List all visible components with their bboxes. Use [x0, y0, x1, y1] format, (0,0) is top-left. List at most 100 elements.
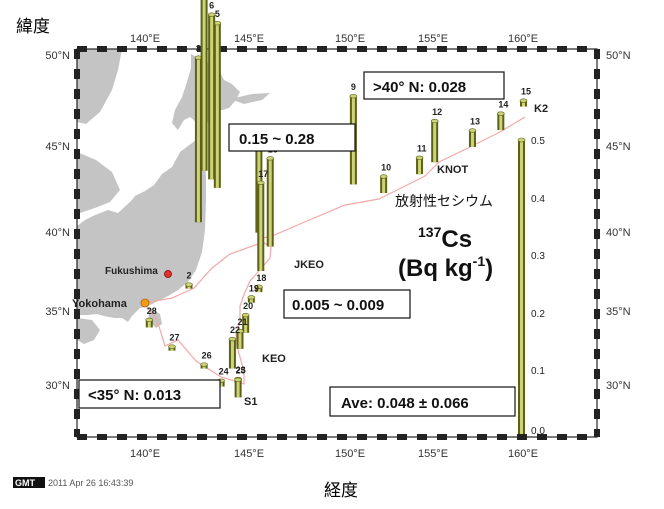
lon-ticks-bottom: 140°E 145°E 150°E 155°E 160°E [130, 448, 538, 460]
frame-tick [74, 409, 80, 419]
frame-tick [74, 129, 80, 139]
frame-tick [74, 349, 80, 359]
station-bar-14: 14 [497, 100, 508, 131]
frame-tick [74, 229, 80, 239]
frame-tick [557, 434, 567, 440]
frame-tick [594, 289, 600, 299]
station-label: 25 [236, 366, 246, 376]
lon-ticks-top: 140°E 145°E 150°E 155°E 160°E [130, 33, 538, 45]
frame-tick [257, 434, 267, 440]
lat-tick-label: 40°N [606, 227, 631, 239]
lat-tick-label: 35°N [45, 306, 70, 318]
station-bar-6: 6 [207, 1, 216, 180]
station-bar-10: 10 [379, 163, 391, 193]
frame-tick [74, 149, 80, 159]
frame-tick [577, 434, 587, 440]
info-box-south: <35° N: 0.013 [78, 379, 221, 409]
frame-tick [457, 434, 467, 440]
frame-tick [277, 434, 287, 440]
frame-tick [197, 434, 207, 440]
frame-tick [594, 429, 600, 437]
station-bar-3: 3 [194, 44, 203, 223]
station-label: 27 [169, 333, 179, 343]
footer-timestamp: 2011 Apr 26 16:43:39 [48, 478, 133, 488]
gmt-logo-text: GMT [15, 478, 35, 488]
legend-isotope-mass: 137 [418, 224, 442, 240]
frame-tick [237, 46, 247, 52]
frame-tick [217, 46, 227, 52]
scale-ticks: 0.5 0.4 0.3 0.2 0.1 0.0 [531, 136, 545, 437]
gmt-logo [13, 477, 45, 488]
frame-tick [417, 434, 427, 440]
frame-tick [117, 434, 127, 440]
frame-tick [77, 46, 87, 52]
station-label: 5 [215, 9, 220, 19]
frame-tick [517, 434, 527, 440]
frame-tick [594, 169, 600, 179]
frame-border-ticks [74, 46, 600, 440]
lat-tick-label: 45°N [606, 141, 631, 153]
lat-ticks-left: 50°N 45°N 40°N 35°N 30°N [45, 50, 70, 392]
fukushima-label: Fukushima [105, 266, 158, 277]
legend-isotope-symbol: Cs [441, 226, 472, 253]
frame-tick [74, 69, 80, 79]
lon-tick-label: 160°E [508, 33, 538, 45]
lon-tick-label: 160°E [508, 448, 538, 460]
frame-tick [97, 434, 107, 440]
station-label: 24 [219, 367, 229, 377]
frame-tick [594, 349, 600, 359]
frame-tick [594, 109, 600, 119]
fukushima-marker [164, 270, 172, 278]
frame-tick [377, 46, 387, 52]
frame-tick [74, 189, 80, 199]
frame-tick [594, 389, 600, 399]
frame-tick [417, 46, 427, 52]
station-label: 28 [147, 306, 157, 316]
frame-tick [74, 309, 80, 319]
frame-tick [74, 329, 80, 339]
frame-tick [117, 46, 127, 52]
frame-tick [477, 46, 487, 52]
region-label-k2: K2 [534, 103, 548, 115]
station-label: 17 [258, 169, 268, 179]
station-label: 23 [236, 365, 246, 375]
lat-tick-label: 40°N [45, 227, 70, 239]
info-box-low: 0.005 ~ 0.009 [283, 289, 411, 319]
frame-tick [317, 46, 327, 52]
scale-tick-label: 0.1 [531, 366, 545, 377]
station-label: 12 [432, 107, 442, 117]
cruise-track-north [143, 243, 259, 304]
frame-tick [74, 109, 80, 119]
info-box-south-text: <35° N: 0.013 [88, 387, 181, 404]
lat-tick-label: 45°N [45, 141, 70, 153]
frame-tick [457, 46, 467, 52]
scale-bar [517, 137, 526, 434]
lon-tick-label: 145°E [234, 448, 264, 460]
station-bar-28: 28 [145, 306, 157, 328]
lon-tick-label: 145°E [234, 33, 264, 45]
frame-tick [74, 89, 80, 99]
station-label: 15 [521, 87, 531, 97]
station-bar-13: 13 [468, 116, 480, 147]
lon-tick-label: 155°E [418, 448, 448, 460]
frame-tick [594, 269, 600, 279]
frame-tick [557, 46, 567, 52]
region-label-keo: KEO [262, 353, 286, 365]
info-box-north-text: >40° N: 0.028 [373, 79, 466, 96]
legend-unit-main: (Bq kg [398, 255, 473, 282]
yokohama-marker [140, 298, 150, 308]
frame-tick [477, 434, 487, 440]
info-box-mid: 0.15 ~ 0.28 [228, 123, 356, 152]
frame-tick [337, 434, 347, 440]
frame-tick [594, 69, 600, 79]
frame-tick [594, 309, 600, 319]
frame-tick [537, 46, 547, 52]
station-bars: 2345679101112131415161718192021222324252… [145, 0, 531, 398]
lon-tick-label: 140°E [130, 448, 160, 460]
frame-tick [297, 434, 307, 440]
info-box-mid-text: 0.15 ~ 0.28 [239, 131, 314, 148]
lat-tick-label: 30°N [606, 380, 631, 392]
region-label-s1: S1 [244, 396, 257, 408]
station-label: 18 [256, 273, 266, 283]
